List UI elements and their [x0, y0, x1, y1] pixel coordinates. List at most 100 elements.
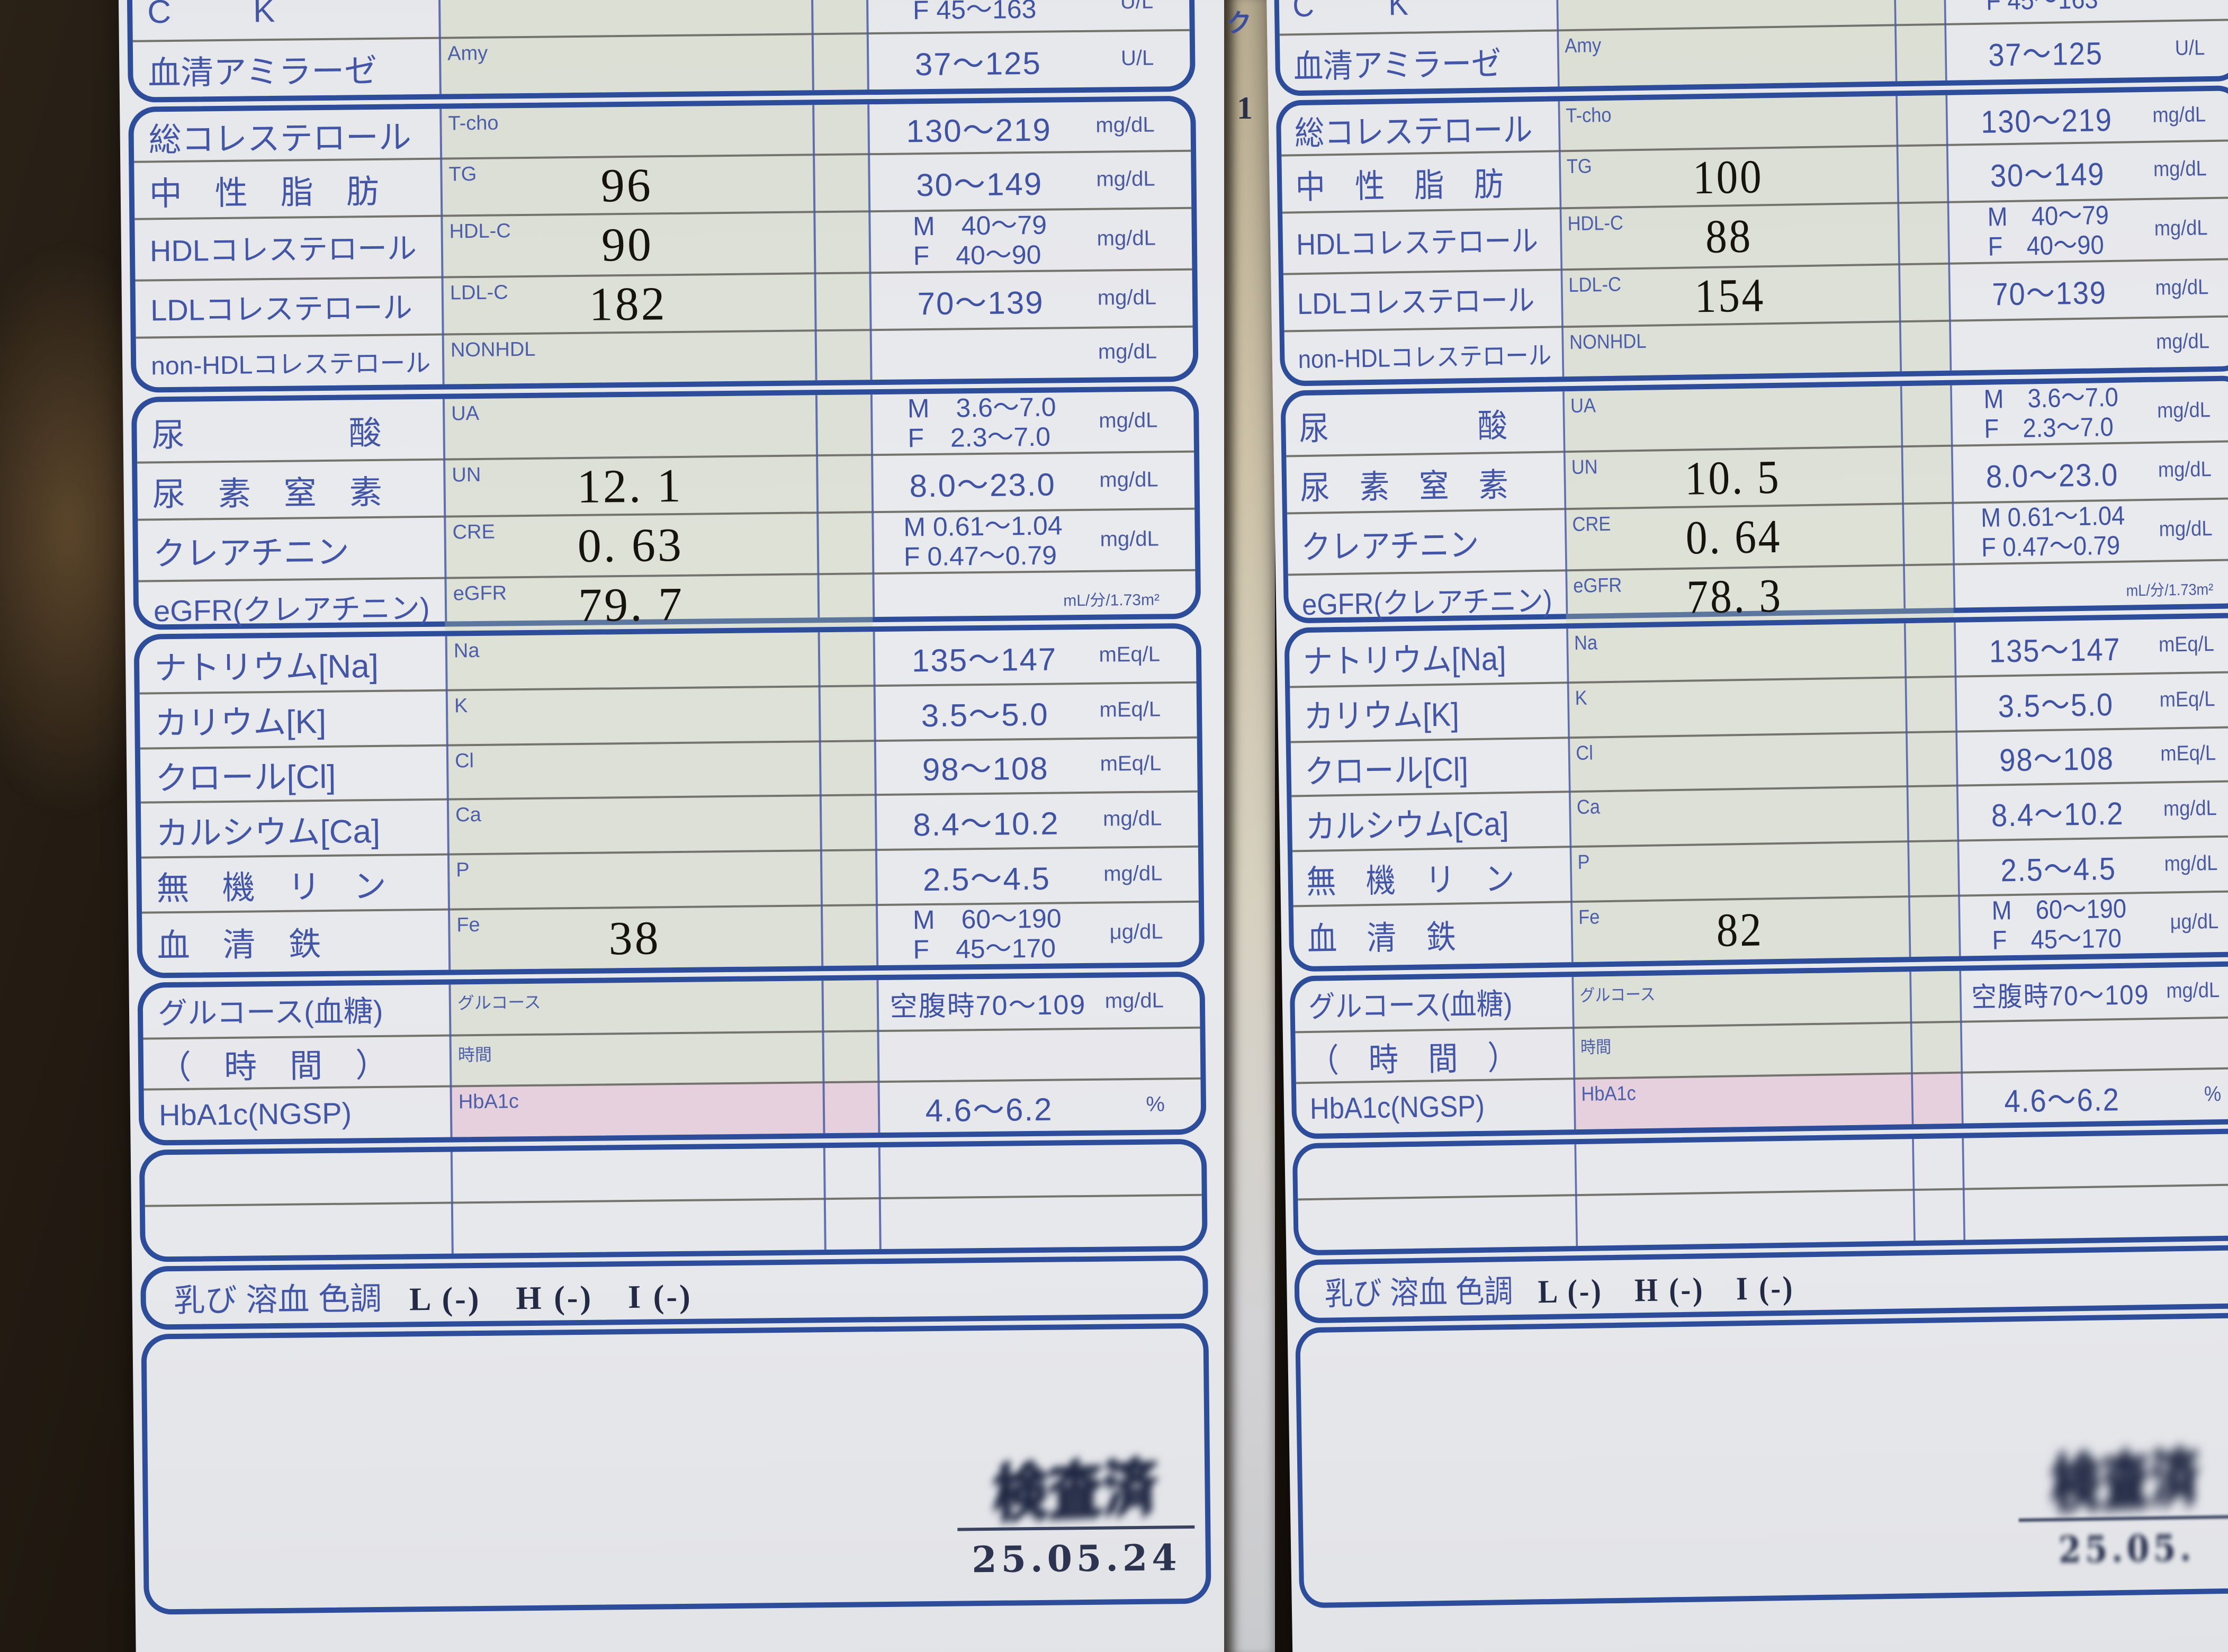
test-name-label: クレアチニン — [1300, 525, 1479, 566]
test-name-label: non-HDLコレステロール — [150, 348, 431, 381]
test-value: 96 — [600, 158, 653, 212]
measured-value-cell: 時間 — [1573, 1023, 1911, 1078]
reference-range: 135〜147 — [911, 642, 1057, 679]
test-code-label: NONHDL — [1569, 330, 1647, 355]
reference-range-cell: M 60〜190 F 45〜170 μg/dL — [1958, 892, 2228, 956]
test-value: 182 — [589, 277, 668, 331]
test-value: 0. 63 — [577, 518, 684, 572]
measured-value-cell: Cl — [1568, 733, 1906, 791]
measured-value-cell — [451, 1200, 824, 1253]
spare-cell — [821, 906, 876, 966]
measured-value-cell: LDL-C 154 — [1561, 265, 1899, 326]
section-specimen-condition: 乳び 溶血 色調 L (-) H (-) I (-) — [1294, 1244, 2228, 1324]
reference-range-cell: 3.5〜5.0 mEq/L — [874, 683, 1197, 739]
test-code-label: LDL-C — [450, 282, 508, 305]
test-code-label: HbA1c — [1581, 1083, 1637, 1107]
unit-label: mg/dL — [2155, 276, 2209, 300]
spare-cell — [1900, 385, 1951, 445]
unit-label: U/L — [2175, 37, 2205, 61]
unit-label: mg/dL — [2154, 217, 2208, 241]
reference-range: 135〜147 — [1989, 632, 2121, 670]
reference-range: 2.5〜4.5 — [922, 861, 1051, 899]
spare-cell — [1907, 787, 1957, 841]
spare-cell — [823, 1083, 878, 1133]
specimen-condition-label: 乳び 溶血 色調 — [1324, 1274, 1514, 1313]
reference-range-cell: 98〜108 mEq/L — [1955, 728, 2228, 785]
clipped-glyph-fragment: ク — [1226, 10, 1252, 38]
reference-range: 130〜219 — [906, 113, 1052, 150]
lab-row: HDLコレステロール HDL-C 90 M 40〜79 F 40〜90 mg/dL — [134, 206, 1192, 280]
test-code-label: Na — [453, 640, 480, 663]
test-name-label: カリウム[K] — [1303, 696, 1460, 736]
test-value: 154 — [1694, 268, 1766, 323]
reference-range-cell: 8.4〜10.2 mg/dL — [875, 793, 1198, 849]
spare-cell — [1912, 1138, 1963, 1189]
reference-range: 空腹時70〜109 — [1971, 978, 2150, 1013]
unit-label: mg/dL — [1099, 468, 1158, 492]
lab-row: クロール[Cl] Cl 98〜108 mEq/L — [140, 735, 1198, 802]
measured-value-cell: NONHDL — [442, 331, 815, 384]
test-value: 0. 64 — [1685, 509, 1782, 564]
clipped-glyph-fragment: 1 — [1237, 91, 1253, 126]
reference-range-cell: 98〜108 mEq/L — [874, 738, 1198, 794]
test-name-label: 血清アミラーゼ — [148, 51, 378, 92]
test-code-label: Ca — [455, 804, 481, 828]
test-code-label: グルコース — [1579, 986, 1656, 1005]
reference-range-cell: 8.0〜23.0 mg/dL — [871, 453, 1194, 511]
test-code-label: eGFR — [453, 582, 507, 606]
inspector-stamp-illegible: 検査済 — [2050, 1443, 2202, 1520]
test-code-label: Fe — [1578, 906, 1600, 929]
lab-report-sheet-right: C K CK M 62〜287F 45〜163 U/L 血清アミラーゼ Amy … — [1265, 0, 2228, 1652]
test-name-label: LDLコレステロール — [150, 291, 413, 327]
test-name-label: eGFR(クレアチニン) — [153, 591, 430, 628]
test-code-label: UA — [451, 402, 480, 426]
test-name-label: （ 時 間 ） — [1309, 1038, 1518, 1079]
spare-cell — [1899, 322, 1950, 371]
test-name-label: 血 清 鉄 — [157, 926, 322, 965]
unit-label: mg/dL — [1103, 862, 1163, 886]
measured-value-cell: P — [1570, 843, 1908, 901]
test-value: 90 — [601, 218, 654, 272]
measured-value-cell — [451, 1148, 824, 1201]
spare-cell — [812, 34, 867, 90]
paper-edge-strip: ク 1 — [1224, 0, 1275, 1652]
reference-range-cell — [879, 1196, 1202, 1249]
reference-range-cell: 3.5〜5.0 mEq/L — [1955, 673, 2228, 730]
verification-stamp-block: 検査済 25.05.24 — [955, 1447, 1198, 1582]
reference-range: 98〜108 — [922, 752, 1049, 789]
test-name-label: 無 機 リ ン — [156, 867, 387, 907]
measured-value-cell: T-cho — [1558, 96, 1896, 150]
test-name-label: HDLコレステロール — [1296, 225, 1539, 262]
measured-value-cell: UA — [443, 395, 816, 458]
reference-range-cell: 135〜147 mEq/L — [1954, 618, 2228, 675]
reference-range: 37〜125 — [914, 46, 1042, 83]
unit-label: mEq/L — [2159, 687, 2215, 712]
section-enzymes: C K CK M 62〜287F 45〜163 U/L 血清アミラーゼ Amy … — [1273, 0, 2228, 96]
unit-label: mg/dL — [1100, 527, 1160, 552]
reference-range-male-female: M 60〜190 F 45〜170 — [1991, 894, 2127, 956]
reference-range-cell: M 62〜287F 45〜163 U/L — [865, 0, 1189, 32]
lab-row: 無 機 リ ン P 2.5〜4.5 mg/dL — [141, 846, 1199, 912]
measured-value-cell — [1575, 1191, 1913, 1246]
test-name-label: 総コレステロール — [148, 118, 412, 158]
measured-value-cell: K — [1567, 678, 1906, 737]
lab-row: クレアチニン CRE 0. 63 M 0.61〜1.04 F 0.47〜0.79 … — [138, 507, 1196, 580]
test-name-label — [1298, 1196, 1576, 1250]
spare-cell — [816, 513, 872, 573]
unit-label: mg/dL — [2155, 330, 2210, 354]
test-name-label: クレアチニン — [152, 533, 350, 572]
unit-label: U/L — [1120, 47, 1154, 71]
test-code-label: CRE — [452, 521, 496, 544]
reference-range-cell — [1963, 1186, 2228, 1240]
spare-cell — [822, 1031, 877, 1081]
reference-range: 3.5〜5.0 — [921, 697, 1049, 734]
reference-range-male-female: M 0.61〜1.04 F 0.47〜0.79 — [1980, 501, 2125, 563]
reference-range-cell: 70〜139 mg/dL — [869, 271, 1192, 329]
unit-label: % — [2204, 1082, 2222, 1106]
test-name-label: グルコース(血糖) — [1308, 987, 1513, 1024]
unit-label: mg/dL — [2164, 852, 2218, 876]
test-name-label — [1297, 1144, 1575, 1198]
measured-value-cell: Fe 82 — [1570, 897, 1909, 962]
reference-range-cell: mL/分/1.73m² — [1953, 561, 2228, 621]
